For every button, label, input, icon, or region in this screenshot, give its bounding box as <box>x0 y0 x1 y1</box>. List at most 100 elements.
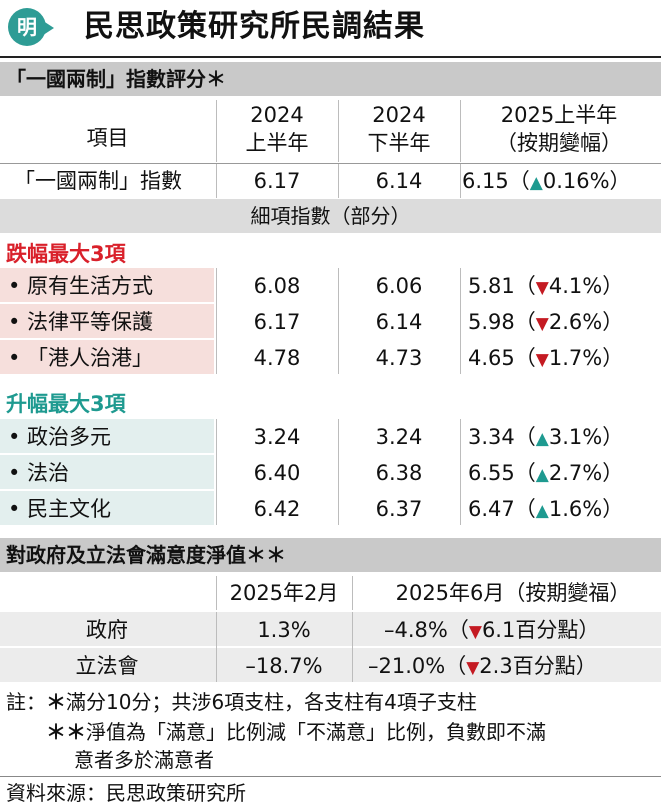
col-divider <box>460 164 461 198</box>
header: 明 民思政策研究所民調結果 <box>0 0 661 56</box>
up-row-change: 3.1%） <box>548 425 624 449</box>
down-section-title: 跌幅最大3項 <box>6 242 126 266</box>
row-divider <box>0 163 661 164</box>
up-row-2025: 3.34（▲3.1%） <box>468 424 658 452</box>
down-arrow-icon: ▼ <box>535 350 549 370</box>
satisfaction-row-change: 6.1百分點） <box>481 618 600 642</box>
up-row-2024a: 3.24 <box>253 425 301 449</box>
up-row-2024b: 6.37 <box>375 497 423 521</box>
up-row-label: • 民主文化 <box>8 497 112 521</box>
note-line-2: ＊＊淨值為「滿意」比例減「不滿意」比例，負數即不滿 <box>46 718 546 746</box>
section2-title: 對政府及立法會滿意度淨值＊＊ <box>6 543 286 567</box>
up-row-2025-value: 3.34（ <box>468 425 536 449</box>
down-row-2024b: 6.06 <box>375 274 423 298</box>
section2-title-bar: 對政府及立法會滿意度淨值＊＊ <box>0 538 661 572</box>
down-row-2025: 5.98（▼2.6%） <box>468 309 658 337</box>
down-row-2024a: 4.78 <box>253 346 301 370</box>
up-arrow-icon: ▲ <box>535 465 549 485</box>
col-divider <box>216 100 217 162</box>
col-header-2025-change: （按期變幅） <box>496 131 622 155</box>
satisfaction-row-change: 2.3百分點） <box>479 654 597 678</box>
up-arrow-icon: ▲ <box>535 501 549 521</box>
note-prefix: 註： <box>6 690 46 714</box>
up-arrow-icon: ▲ <box>529 173 543 193</box>
col-header-jun: 2025年6月（按期變福） <box>395 581 631 605</box>
satisfaction-row-feb: 1.3% <box>257 618 311 642</box>
down-row-label: • 法律平等保護 <box>8 310 154 334</box>
up-row-label: • 法治 <box>8 461 70 485</box>
up-arrow-icon: ▲ <box>535 429 549 449</box>
col-divider <box>216 164 217 198</box>
down-row-change: 4.1%） <box>548 274 624 298</box>
sub-index-title: 細項指數（部分） <box>250 204 411 228</box>
down-row-2024a: 6.08 <box>253 274 301 298</box>
col-divider <box>216 419 217 525</box>
header-divider <box>0 56 661 58</box>
up-row-2024b: 3.24 <box>375 425 423 449</box>
down-row-label: • 原有生活方式 <box>8 274 154 298</box>
down-row-2025-value: 5.98（ <box>468 310 536 334</box>
satisfaction-row-jun-value: –4.8%（ <box>384 618 469 642</box>
col-divider <box>216 268 217 374</box>
down-arrow-icon: ▼ <box>468 622 482 642</box>
col-header-2024a-year: 2024 <box>250 103 304 127</box>
section1-title: 「一國兩制」指數評分＊ <box>6 67 226 91</box>
row-bg <box>0 612 661 646</box>
col-header-2025-year: 2025上半年 <box>500 103 618 127</box>
sub-index-bar: 細項指數（部分） <box>0 199 661 233</box>
down-row-2025-value: 4.65（ <box>468 346 536 370</box>
down-row-2025: 5.81（▼4.1%） <box>468 273 658 301</box>
up-section-title: 升幅最大3項 <box>6 392 126 416</box>
up-row-change: 1.6%） <box>548 497 624 521</box>
row-bg <box>0 648 661 682</box>
col-header-feb: 2025年2月 <box>229 581 339 605</box>
index-row-change: 0.16%） <box>542 169 631 193</box>
page-title: 民思政策研究所民調結果 <box>84 9 425 44</box>
index-row-label: 「一國兩制」指數 <box>14 169 182 193</box>
col-divider <box>460 419 461 525</box>
down-row-2024b: 6.14 <box>375 310 423 334</box>
col-divider <box>216 576 217 610</box>
col-divider <box>352 612 353 682</box>
satisfaction-row-jun-value: –21.0%（ <box>368 654 467 678</box>
index-row-2024a: 6.17 <box>253 169 301 193</box>
note-mark-1: ＊ <box>46 690 66 714</box>
index-row-2024b: 6.14 <box>375 169 423 193</box>
col-divider <box>338 419 339 525</box>
down-row-2025-value: 5.81（ <box>468 274 536 298</box>
note-text-2: 淨值為「滿意」比例減「不滿意」比例，負數即不滿 <box>86 720 546 744</box>
satisfaction-row-label: 立法會 <box>75 654 139 678</box>
up-row-bg <box>0 455 214 489</box>
down-row-bg <box>0 268 214 302</box>
col-divider <box>338 100 339 162</box>
logo-circle <box>8 8 46 46</box>
index-row-2025-value: 6.15（ <box>462 169 530 193</box>
up-row-bg <box>0 419 214 453</box>
up-row-2025: 6.47（▲1.6%） <box>468 496 658 524</box>
down-row-bg <box>0 304 214 338</box>
up-row-2024a: 6.42 <box>253 497 301 521</box>
logo-mark: 明 <box>17 15 37 39</box>
col-header-2024a-half: 上半年 <box>245 131 309 155</box>
col-divider <box>460 100 461 162</box>
col-header-2024b-year: 2024 <box>372 103 426 127</box>
col-divider <box>460 268 461 374</box>
note-line-3: 意者多於滿意者 <box>74 748 214 772</box>
down-row-change: 2.6%） <box>548 310 624 334</box>
note-line-1: 註：＊滿分10分；共涉6項支柱，各支柱有4項子支柱 <box>6 688 477 716</box>
footer-divider <box>0 776 661 777</box>
up-row-2024b: 6.38 <box>375 461 423 485</box>
note-mark-2: ＊＊ <box>46 720 86 744</box>
up-row-2025: 6.55（▲2.7%） <box>468 460 658 488</box>
down-row-2025: 4.65（▼1.7%） <box>468 345 658 373</box>
col-header-item: 項目 <box>86 126 129 150</box>
up-row-change: 2.7%） <box>548 461 624 485</box>
col-divider <box>338 164 339 198</box>
up-row-2024a: 6.40 <box>253 461 301 485</box>
down-row-2024a: 6.17 <box>253 310 301 334</box>
down-row-change: 1.7%） <box>548 346 624 370</box>
down-row-label: • 「港人治港」 <box>8 346 154 370</box>
down-arrow-icon: ▼ <box>535 314 549 334</box>
satisfaction-row-label: 政府 <box>86 618 128 642</box>
col-divider <box>352 576 353 610</box>
